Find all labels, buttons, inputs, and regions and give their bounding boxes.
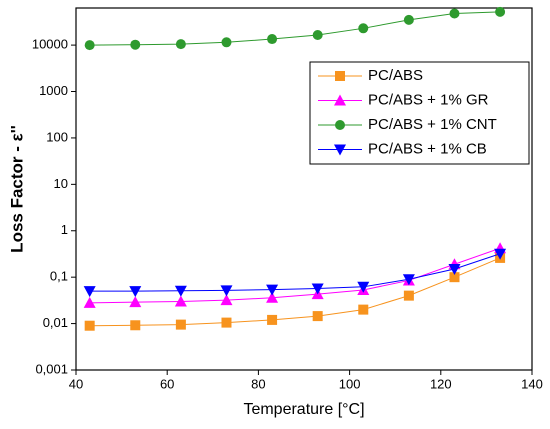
y-tick-label: 1 <box>61 222 68 237</box>
x-tick-label: 40 <box>69 376 83 391</box>
marker <box>357 281 370 293</box>
series-line <box>89 247 501 304</box>
marker <box>312 30 323 41</box>
x-tick-label: 80 <box>251 376 265 391</box>
y-tick-label: 10 <box>54 176 68 191</box>
marker <box>83 296 96 308</box>
x-tick-label: 140 <box>521 376 543 391</box>
marker <box>175 319 186 330</box>
marker <box>129 296 142 308</box>
x-tick-label: 100 <box>339 376 361 391</box>
y-tick-label: 0,001 <box>35 361 68 376</box>
marker <box>221 37 232 48</box>
marker <box>358 23 369 34</box>
marker <box>84 320 95 331</box>
series-line <box>89 257 501 327</box>
marker <box>220 294 233 306</box>
x-axis-title: Temperature [°C] <box>243 401 364 418</box>
legend-label: PC/ABS + 1% GR <box>368 91 489 108</box>
marker <box>129 286 142 298</box>
marker <box>266 291 279 303</box>
legend-box <box>309 61 530 165</box>
marker <box>334 94 346 106</box>
series-line <box>89 11 501 46</box>
x-tick-label: 120 <box>430 376 452 391</box>
marker <box>335 120 345 130</box>
marker <box>448 263 461 275</box>
marker <box>449 272 460 283</box>
marker <box>334 144 346 156</box>
y-axis-title: Loss Factor - ε'' <box>7 125 26 253</box>
x-tick-label: 60 <box>160 376 174 391</box>
y-tick-label: 10000 <box>32 37 68 52</box>
y-tick-label: 0,01 <box>43 315 68 330</box>
y-tick-label: 0,1 <box>50 269 68 284</box>
marker <box>83 286 96 298</box>
marker <box>174 285 187 297</box>
marker <box>312 311 323 322</box>
marker <box>267 34 278 45</box>
marker <box>220 285 233 297</box>
marker <box>311 283 324 295</box>
series-line <box>89 253 501 292</box>
marker <box>335 71 345 81</box>
marker <box>403 14 414 25</box>
marker <box>449 8 460 19</box>
marker <box>358 304 369 315</box>
marker <box>403 290 414 301</box>
legend-label: PC/ABS + 1% CB <box>368 140 487 157</box>
y-tick-label: 100 <box>46 129 68 144</box>
marker <box>174 295 187 307</box>
y-tick-label: 1000 <box>39 83 68 98</box>
marker <box>130 320 141 331</box>
marker <box>130 39 141 50</box>
marker <box>175 39 186 50</box>
marker <box>266 284 279 296</box>
plot-frame <box>75 7 533 371</box>
marker <box>494 248 507 260</box>
marker <box>84 40 95 51</box>
legend-label: PC/ABS + 1% CNT <box>368 116 497 133</box>
marker <box>221 317 232 328</box>
marker <box>402 274 415 286</box>
marker <box>267 314 278 325</box>
marker <box>495 6 506 17</box>
legend-label: PC/ABS <box>368 67 423 84</box>
